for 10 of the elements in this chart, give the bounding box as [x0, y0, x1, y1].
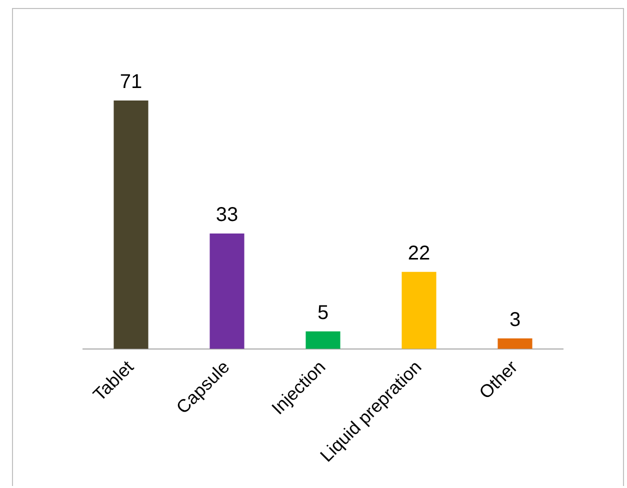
bar: [306, 331, 340, 349]
bar: [498, 338, 532, 349]
data-label: 3: [509, 308, 521, 331]
data-label: 5: [317, 302, 329, 324]
data-label: 71: [120, 71, 142, 94]
bar: [210, 233, 244, 349]
data-label: 22: [408, 242, 430, 264]
data-label: 33: [216, 204, 238, 226]
bar: [114, 100, 148, 349]
bar: [402, 272, 436, 349]
